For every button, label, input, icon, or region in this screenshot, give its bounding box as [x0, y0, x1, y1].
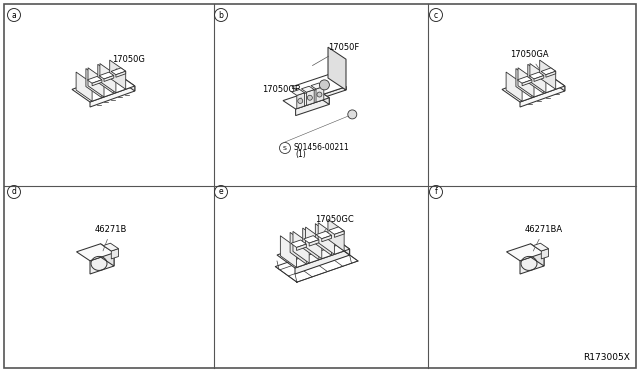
Polygon shape [296, 98, 329, 116]
Polygon shape [318, 223, 334, 254]
Polygon shape [283, 89, 329, 109]
Polygon shape [332, 236, 349, 255]
Polygon shape [530, 64, 546, 93]
Polygon shape [303, 235, 319, 243]
Text: c: c [434, 10, 438, 19]
Polygon shape [517, 76, 532, 83]
Circle shape [317, 92, 322, 97]
Polygon shape [293, 231, 309, 263]
Polygon shape [528, 64, 544, 93]
Circle shape [348, 110, 357, 119]
Text: R173005X: R173005X [583, 353, 630, 362]
Polygon shape [309, 240, 319, 246]
Polygon shape [546, 71, 556, 77]
Polygon shape [328, 47, 346, 90]
Circle shape [319, 80, 330, 90]
Text: e: e [219, 187, 223, 196]
Polygon shape [516, 68, 532, 98]
Polygon shape [307, 90, 314, 105]
Polygon shape [303, 228, 319, 260]
Polygon shape [290, 232, 307, 264]
Polygon shape [316, 224, 332, 255]
Polygon shape [534, 76, 544, 81]
Polygon shape [76, 72, 92, 101]
Polygon shape [328, 219, 344, 251]
Polygon shape [103, 243, 118, 251]
Text: 17050F: 17050F [312, 43, 359, 65]
Polygon shape [520, 253, 544, 274]
Polygon shape [316, 231, 332, 239]
Polygon shape [277, 236, 349, 268]
Polygon shape [117, 73, 135, 91]
Text: 17050GB: 17050GB [262, 85, 301, 98]
Text: 17050GA: 17050GA [510, 50, 548, 69]
Polygon shape [291, 240, 307, 247]
Polygon shape [77, 244, 114, 261]
Polygon shape [317, 89, 329, 105]
Text: 17050G: 17050G [112, 55, 145, 70]
Text: 17050GC: 17050GC [315, 215, 354, 231]
Polygon shape [329, 227, 344, 234]
Text: b: b [219, 10, 223, 19]
Polygon shape [88, 68, 104, 97]
Polygon shape [280, 236, 296, 267]
Polygon shape [100, 64, 116, 93]
Polygon shape [322, 235, 332, 242]
Polygon shape [109, 60, 125, 89]
Polygon shape [518, 68, 534, 97]
Polygon shape [522, 80, 532, 86]
Polygon shape [334, 231, 344, 237]
Polygon shape [531, 244, 544, 266]
Text: (1): (1) [295, 150, 306, 159]
Polygon shape [533, 243, 548, 251]
Text: d: d [12, 187, 17, 196]
Text: 46271BA: 46271BA [525, 225, 563, 251]
Polygon shape [116, 71, 125, 77]
Polygon shape [92, 80, 102, 86]
Polygon shape [295, 249, 349, 274]
Circle shape [307, 95, 312, 100]
Circle shape [298, 99, 303, 103]
Polygon shape [541, 68, 556, 75]
Polygon shape [99, 72, 114, 79]
Polygon shape [90, 253, 114, 274]
Polygon shape [529, 72, 544, 79]
Polygon shape [541, 248, 548, 259]
Polygon shape [316, 86, 324, 102]
Polygon shape [87, 76, 102, 83]
Polygon shape [502, 73, 564, 102]
Polygon shape [98, 64, 114, 93]
Text: a: a [12, 10, 17, 19]
Polygon shape [292, 75, 346, 99]
Polygon shape [292, 89, 305, 95]
Polygon shape [540, 60, 556, 89]
Polygon shape [301, 86, 314, 92]
Polygon shape [328, 75, 346, 90]
Polygon shape [111, 68, 125, 75]
Polygon shape [520, 86, 564, 107]
Polygon shape [305, 227, 322, 259]
Polygon shape [297, 93, 305, 109]
Polygon shape [506, 72, 522, 101]
Polygon shape [90, 86, 135, 107]
Polygon shape [72, 73, 135, 102]
Polygon shape [104, 76, 114, 81]
Text: S01456-00211: S01456-00211 [293, 144, 349, 153]
Polygon shape [296, 244, 307, 250]
Polygon shape [506, 244, 544, 261]
Polygon shape [100, 244, 114, 266]
Polygon shape [311, 83, 324, 89]
Polygon shape [547, 73, 564, 91]
Text: f: f [435, 187, 437, 196]
Text: 46271B: 46271B [95, 225, 127, 251]
Polygon shape [310, 87, 346, 102]
Polygon shape [111, 248, 118, 259]
Polygon shape [86, 68, 102, 98]
Text: S: S [283, 145, 287, 151]
